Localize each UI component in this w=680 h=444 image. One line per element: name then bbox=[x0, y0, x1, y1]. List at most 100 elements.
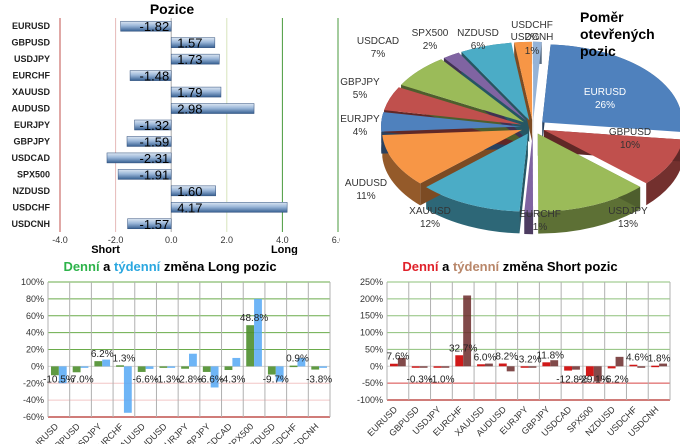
pie-pct: 10% bbox=[620, 140, 640, 151]
bar-daily bbox=[224, 366, 233, 371]
y-tick-label: -60% bbox=[23, 412, 44, 422]
pie-slice bbox=[532, 41, 542, 120]
bar-daily bbox=[159, 366, 168, 368]
category-label: EURCHF bbox=[13, 71, 51, 81]
category-label: USDCNH bbox=[11, 219, 50, 229]
pie-slice bbox=[426, 133, 528, 212]
bar-daily bbox=[498, 363, 507, 367]
category-label: EURUSD bbox=[12, 21, 51, 31]
title-part: a bbox=[438, 259, 452, 274]
data-label: 1.3% bbox=[113, 353, 136, 364]
bar-weekly bbox=[102, 359, 111, 367]
x-tick-label: 0.0 bbox=[165, 235, 178, 245]
pie-slice bbox=[401, 59, 524, 123]
bar bbox=[129, 70, 172, 81]
bar-daily bbox=[585, 366, 594, 377]
data-label: -0.3% bbox=[407, 374, 433, 385]
pie-label: EURJPY bbox=[340, 114, 380, 125]
bar-daily bbox=[477, 364, 485, 367]
bar-daily bbox=[390, 363, 398, 367]
data-label: -1.3% bbox=[154, 374, 180, 385]
pie-pct: 26% bbox=[595, 100, 615, 111]
bar-weekly bbox=[419, 366, 428, 368]
bar bbox=[170, 37, 216, 48]
bar-weekly bbox=[80, 366, 89, 368]
data-label: -6.2% bbox=[603, 374, 629, 385]
data-label: -1.32 bbox=[140, 118, 170, 133]
data-label: 2.98 bbox=[177, 102, 202, 117]
data-label: 1.8% bbox=[648, 354, 671, 365]
data-label: -10.5% bbox=[43, 374, 75, 385]
positions-chart: Pozice -4.0 -2.0 0.0 2.0 4.0 6.0 Short Long EURUS… bbox=[11, 1, 340, 255]
y-tick-label: 50% bbox=[365, 344, 383, 354]
pie-slice-side bbox=[426, 187, 520, 234]
bar bbox=[170, 202, 288, 213]
data-label: 1.73 bbox=[177, 52, 202, 67]
pie-pct: 2% bbox=[423, 41, 438, 52]
y-tick-label: 100% bbox=[360, 328, 383, 338]
pie-slice bbox=[381, 112, 522, 132]
short-label: Short bbox=[91, 244, 120, 255]
title-part: týdenní bbox=[114, 259, 161, 274]
data-label: -1.0% bbox=[428, 374, 454, 385]
category-label: AUDUSD bbox=[11, 104, 50, 114]
pie-pct: 11% bbox=[356, 191, 375, 202]
pie-pct: 6% bbox=[471, 41, 486, 52]
pie-pct: 13% bbox=[618, 219, 638, 230]
pie-pct: 12% bbox=[420, 219, 440, 230]
bar-weekly bbox=[484, 363, 493, 367]
bar-weekly bbox=[167, 366, 176, 368]
pie-pct: 4% bbox=[353, 127, 368, 138]
data-label: -6.6% bbox=[133, 374, 159, 385]
y-tick-label: 80% bbox=[26, 294, 44, 304]
category-label: GBPUSD bbox=[11, 38, 50, 48]
bar bbox=[170, 86, 222, 98]
bar-weekly bbox=[659, 363, 667, 367]
data-label: 32.7% bbox=[449, 343, 477, 354]
data-label: 4.6% bbox=[626, 353, 649, 364]
pie-label: EURCHF bbox=[519, 209, 561, 220]
bar-weekly bbox=[210, 366, 219, 388]
bar bbox=[134, 119, 172, 131]
data-label: -1.91 bbox=[140, 167, 170, 182]
bar-weekly bbox=[506, 366, 515, 372]
bar-weekly bbox=[637, 366, 646, 368]
pie-label: GBPJPY bbox=[340, 77, 380, 88]
bar-daily bbox=[629, 364, 638, 367]
data-label: 1.79 bbox=[177, 85, 202, 100]
bar-daily bbox=[651, 365, 660, 368]
bar bbox=[106, 152, 172, 164]
bar-daily bbox=[116, 365, 124, 367]
bar-daily bbox=[181, 366, 189, 369]
bar-daily bbox=[72, 366, 81, 373]
pie-label: NZDUSD bbox=[457, 28, 499, 39]
pie-pct: 7% bbox=[371, 49, 386, 60]
bar-weekly bbox=[463, 295, 472, 367]
pie-label: USDCHF bbox=[511, 20, 553, 31]
bar-daily bbox=[267, 366, 276, 375]
title-part: Denní bbox=[402, 259, 439, 274]
title-part: týdenní bbox=[453, 259, 500, 274]
y-tick-label: -20% bbox=[23, 378, 44, 388]
open-positions-ratio-pie: EURUSD 26% GBPUSD 10% USDJPY 13% EURCHF 1% XAUUS… bbox=[340, 9, 680, 235]
bar-weekly bbox=[319, 366, 327, 368]
pie-label: USDJPY bbox=[608, 206, 648, 217]
pie-slice-wall bbox=[519, 133, 528, 234]
long-change-chart: Denní a týdenní změna Long pozic 100% 80% 6… bbox=[21, 259, 332, 444]
chart-title: Denní a týdenní změna Short pozic bbox=[402, 259, 617, 274]
pie-slice bbox=[443, 52, 527, 121]
data-label: 6.0% bbox=[474, 352, 497, 363]
y-tick-label: 0% bbox=[31, 361, 44, 371]
pie-slice bbox=[543, 130, 680, 184]
chart-title: Denní a týdenní změna Long pozic bbox=[63, 259, 276, 274]
data-label: 11.8% bbox=[536, 350, 564, 361]
bar-weekly bbox=[615, 356, 624, 367]
title-part: Denní bbox=[63, 259, 100, 274]
title-part: a bbox=[100, 259, 114, 274]
pie-slice bbox=[384, 87, 522, 125]
bar-daily bbox=[246, 325, 255, 367]
data-label: 0.9% bbox=[286, 354, 309, 365]
pie-pct: 1% bbox=[533, 222, 548, 233]
bar-weekly bbox=[397, 357, 406, 367]
y-tick-label: -40% bbox=[23, 395, 44, 405]
